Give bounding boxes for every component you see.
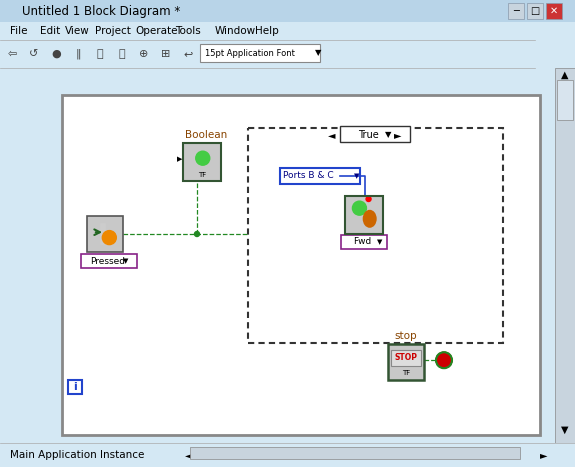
Circle shape [102, 231, 116, 245]
Bar [555, 68, 575, 443]
Bar [340, 126, 410, 142]
Text: ◄: ◄ [328, 130, 336, 140]
Text: 15pt Application Font: 15pt Application Font [205, 49, 295, 57]
Text: Ports B & C: Ports B & C [283, 171, 333, 181]
Text: Untitled 1 Block Diagram *: Untitled 1 Block Diagram * [22, 5, 180, 17]
Bar [0, 22, 575, 40]
Text: ▼: ▼ [561, 425, 569, 435]
Circle shape [194, 232, 200, 236]
Text: ▼: ▼ [315, 49, 321, 57]
Bar [388, 344, 424, 380]
Bar [341, 235, 387, 249]
Text: ▼: ▼ [377, 239, 382, 245]
Text: TF: TF [402, 370, 410, 376]
Text: ▶: ▶ [177, 156, 183, 162]
Text: Help: Help [255, 26, 279, 36]
Text: ▼: ▼ [354, 173, 359, 179]
Text: ⊕: ⊕ [139, 49, 149, 59]
Circle shape [196, 151, 210, 165]
Text: ↩: ↩ [183, 49, 193, 59]
Text: ▼: ▼ [123, 258, 128, 264]
Text: ⊞: ⊞ [162, 49, 171, 59]
Text: STOP: STOP [394, 354, 417, 362]
Text: ↺: ↺ [29, 49, 39, 59]
Text: Main Application Instance: Main Application Instance [10, 450, 144, 460]
Bar [200, 44, 320, 62]
Bar [62, 95, 540, 435]
Text: □: □ [530, 6, 539, 16]
Text: Window: Window [215, 26, 256, 36]
Text: ►: ► [394, 130, 402, 140]
Ellipse shape [363, 210, 377, 228]
Circle shape [366, 197, 371, 201]
Text: Project: Project [95, 26, 131, 36]
Text: ─: ─ [513, 6, 519, 16]
Text: ◄: ◄ [185, 450, 193, 460]
Bar [190, 447, 520, 459]
Text: True: True [358, 130, 378, 140]
Text: ►: ► [540, 450, 547, 460]
Bar [546, 3, 562, 19]
Text: Pressed: Pressed [90, 256, 125, 266]
Text: TF: TF [198, 172, 206, 178]
Bar [345, 196, 383, 234]
Text: stop: stop [394, 331, 417, 341]
Bar [248, 128, 503, 343]
Bar [280, 168, 360, 184]
Circle shape [436, 352, 452, 368]
Text: ▲: ▲ [561, 70, 569, 80]
Bar [183, 143, 221, 181]
Bar [508, 3, 524, 19]
Text: Fwd: Fwd [353, 238, 371, 247]
Text: ✕: ✕ [550, 6, 558, 16]
Text: File: File [10, 26, 28, 36]
Bar [391, 350, 421, 366]
Text: 💡: 💡 [97, 49, 104, 59]
Bar [557, 80, 573, 120]
Text: View: View [65, 26, 90, 36]
Text: Edit: Edit [40, 26, 60, 36]
Circle shape [352, 201, 366, 215]
Text: i: i [73, 382, 77, 392]
Text: ●: ● [51, 49, 61, 59]
Bar [527, 3, 543, 19]
Bar [68, 380, 82, 394]
Bar [345, 196, 383, 234]
Text: 🔍: 🔍 [118, 49, 125, 59]
Bar [0, 0, 575, 22]
Text: ▼: ▼ [385, 130, 391, 140]
Bar [81, 254, 137, 268]
Bar [87, 216, 123, 252]
Text: ⇦: ⇦ [7, 49, 17, 59]
Bar [0, 40, 575, 68]
Text: Tools: Tools [175, 26, 201, 36]
Text: Operate: Operate [135, 26, 178, 36]
Bar [0, 443, 575, 467]
Text: ‖: ‖ [75, 49, 80, 59]
Text: Boolean: Boolean [185, 130, 227, 140]
